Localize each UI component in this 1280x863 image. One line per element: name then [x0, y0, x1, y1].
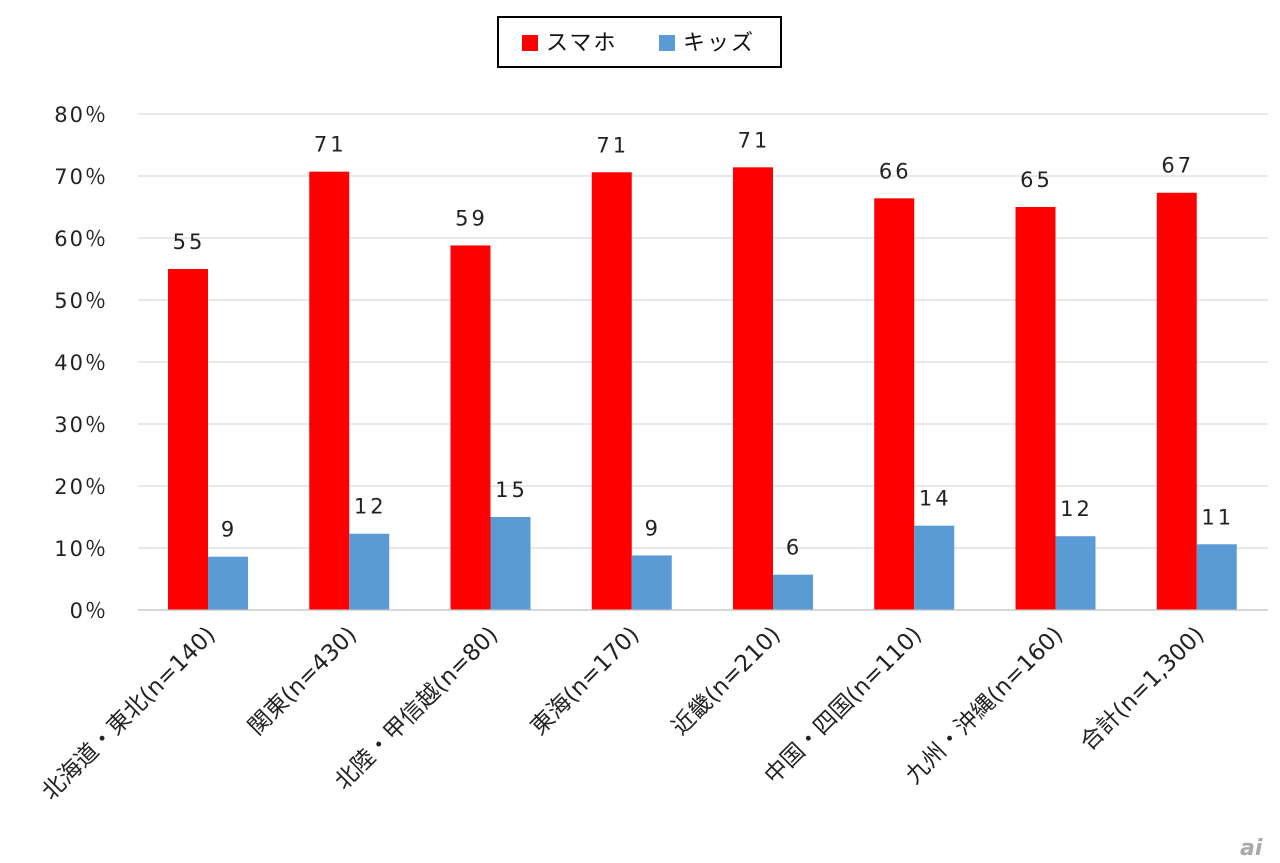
- bars: [168, 167, 1237, 611]
- data-label: 12: [1060, 497, 1093, 521]
- data-label: 71: [738, 128, 771, 152]
- data-label: 67: [1161, 154, 1194, 178]
- bar-kids: [490, 517, 531, 610]
- legend-swatch: [522, 35, 538, 51]
- data-label: 12: [354, 495, 387, 519]
- bar-smartphone: [733, 167, 773, 610]
- category-label: 北海道・東北(n=140): [37, 622, 221, 806]
- category-label: 合計(n=1,300): [1076, 622, 1210, 756]
- y-tick-label: 0％: [70, 599, 108, 623]
- data-label: 71: [596, 133, 629, 157]
- category-labels: 北海道・東北(n=140) 関東(n=430)北陸・甲信越(n=80) 東海(n=1…: [37, 622, 1209, 806]
- bar-kids: [914, 525, 955, 610]
- bar-smartphone: [874, 198, 915, 610]
- legend-box: [497, 16, 782, 68]
- category-label: 東海(n=170): [526, 622, 645, 741]
- y-tick-label: 60％: [54, 227, 108, 251]
- y-tick-label: 10％: [54, 537, 108, 561]
- data-label: 9: [645, 516, 661, 540]
- category-label: 九州・沖縄(n=160): [901, 622, 1068, 789]
- data-label: 14: [919, 487, 952, 511]
- y-tick-label: 80％: [54, 103, 108, 127]
- legend-label: キッズ: [683, 31, 755, 56]
- bar-kids: [1196, 544, 1237, 610]
- category-label: 近畿(n=210): [667, 622, 786, 741]
- data-label: 9: [221, 518, 237, 542]
- bar-smartphone: [591, 172, 632, 610]
- y-tick-label: 20％: [54, 475, 108, 499]
- bar-smartphone: [168, 269, 208, 610]
- bar-kids: [349, 533, 390, 610]
- data-label: 65: [1020, 168, 1053, 192]
- y-tick-label: 70％: [54, 165, 108, 189]
- bar-smartphone: [450, 245, 491, 610]
- bar-smartphone: [1015, 207, 1056, 610]
- category-label: 中国・四国(n=110): [760, 622, 927, 789]
- category-label: 関東(n=430): [244, 622, 363, 741]
- legend: スマホ キッズ: [497, 16, 782, 68]
- bar-smartphone: [1156, 192, 1197, 611]
- category-label: 北陸・甲信越(n=80): [330, 622, 503, 795]
- bar-kids: [208, 556, 248, 610]
- bar-kids: [631, 555, 672, 610]
- data-label: 11: [1201, 505, 1234, 529]
- data-label: 59: [455, 206, 488, 230]
- legend-label: スマホ: [546, 31, 617, 56]
- data-label: 15: [495, 478, 528, 502]
- data-label: 71: [314, 133, 347, 157]
- bar-kids: [773, 574, 813, 610]
- y-tick-label: 30％: [54, 413, 108, 437]
- data-label: 66: [879, 159, 912, 183]
- y-tick-label: 40％: [54, 351, 108, 375]
- bar-smartphone: [309, 171, 350, 610]
- watermark-text: ai: [1240, 836, 1263, 861]
- y-tick-label: 50％: [54, 289, 108, 313]
- data-label: 6: [786, 536, 802, 560]
- data-label: 55: [173, 230, 206, 254]
- legend-swatch: [659, 35, 675, 51]
- y-axis-ticks: 0％ 10％ 20％ 30％ 40％ 50％ 60％ 70％ 80％: [54, 103, 108, 623]
- gridlines: [138, 113, 1268, 549]
- bar-kids: [1055, 536, 1096, 610]
